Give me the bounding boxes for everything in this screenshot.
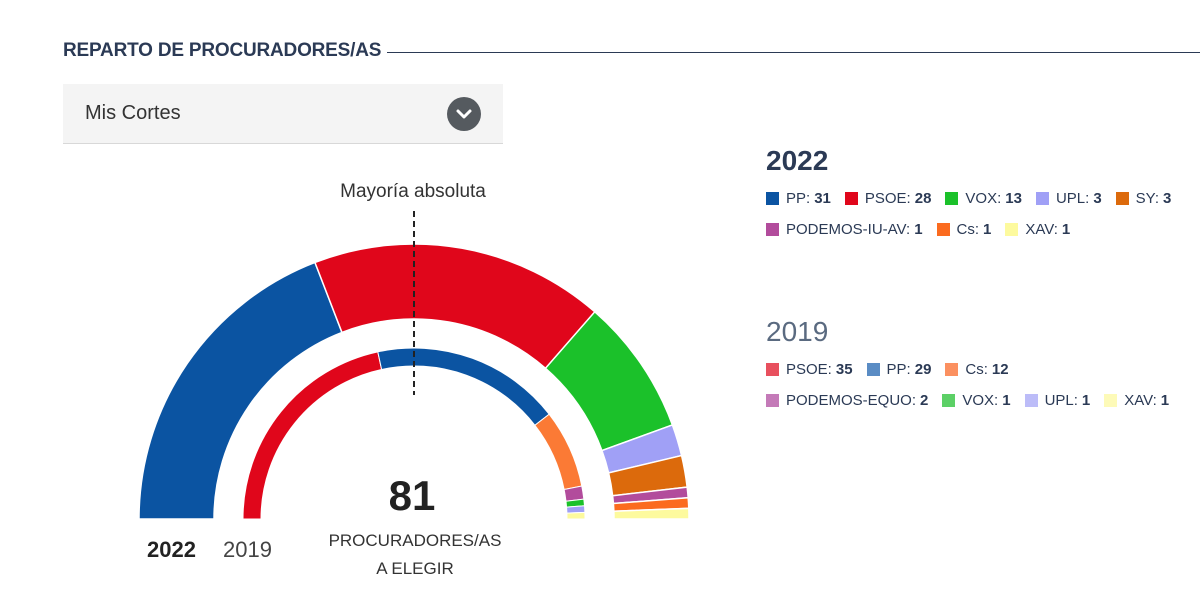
legend-party-label: Cs: [956, 221, 980, 238]
legend-seat-count: 1 [1081, 392, 1091, 409]
legend-swatch [766, 223, 779, 236]
legend-item-xav: XAV: 1 [1104, 385, 1169, 416]
legend-item-cs: Cs: 12 [945, 354, 1009, 385]
legend-swatch [945, 192, 959, 205]
majority-label: Mayoría absoluta [340, 181, 486, 202]
legend-swatch [945, 363, 959, 376]
legend-seat-count: 29 [914, 361, 932, 378]
legend-year-2019: 2019 [766, 316, 829, 347]
year-label-current: 2022 [147, 537, 196, 562]
legend-item-pp: PP: 31 [766, 183, 831, 214]
legend-swatch [1104, 394, 1118, 407]
legend-item-xav: XAV: 1 [1005, 214, 1070, 245]
legend-swatch [766, 394, 779, 407]
legend-seat-count: 28 [914, 190, 932, 207]
legend-swatch [1035, 192, 1049, 205]
legend-party-label: Cs: [965, 361, 988, 378]
chevron-down-icon[interactable] [447, 96, 481, 131]
section-title: REPARTO DE PROCURADORES/AS [63, 40, 382, 61]
legend-seat-count: 1 [1002, 392, 1011, 409]
legend-item-sy: SY: 3 [1115, 183, 1172, 214]
legend-items-2019: PSOE: 35 PP: 29 Cs: 12 PODEMOS-EQUO: 2 VOX: 1 UPL:… [766, 354, 1186, 416]
legend-2019: 2019 PSOE: 35 PP: 29 Cs: 12 PODEMOS-EQUO: 2 VOX:… [766, 316, 1186, 416]
section-header: REPARTO DE PROCURADORES/AS [63, 38, 1200, 64]
total-seats-caption: PROCURADORES/AS A ELEGIR [300, 527, 530, 583]
legend-item-vox: VOX: 13 [945, 183, 1022, 214]
legend-swatch [1024, 394, 1038, 407]
seat-segment-2022-xav [613, 507, 690, 520]
legend-party-label: PP: [886, 361, 911, 378]
legend-item-upl: UPL: 1 [1024, 385, 1091, 416]
legend-seat-count: 31 [814, 190, 831, 207]
legend-seat-count: 13 [1005, 190, 1022, 207]
legend-party-label: UPL: [1044, 392, 1078, 409]
legend-swatch [866, 363, 880, 376]
legend-item-cs: Cs: 1 [936, 214, 992, 245]
legend-year-2022: 2022 [766, 145, 829, 176]
ring-2019 [242, 347, 586, 520]
section-divider [387, 51, 1200, 53]
legend-swatch [844, 192, 858, 205]
legend-item-podemos-equo: PODEMOS-EQUO: 2 [766, 385, 928, 416]
legend-seat-count: 1 [983, 221, 992, 238]
legend-item-vox: VOX: 1 [942, 385, 1011, 416]
legend-party-label: XAV: [1025, 221, 1058, 238]
legend-swatch [766, 192, 779, 205]
legend-item-psoe: PSOE: 35 [766, 354, 853, 385]
legend-item-pp: PP: 29 [866, 354, 932, 385]
legend-2022: 2022 PP: 31 PSOE: 28 VOX: 13 UPL: 3 SY: 3 PODEMOS-… [766, 145, 1186, 245]
legend-party-label: VOX: [962, 392, 999, 409]
legend-party-label: PODEMOS-IU-AV: [786, 221, 911, 238]
dropdown-selected-value: Mis Cortes [85, 102, 181, 124]
legend-item-psoe: PSOE: 28 [844, 183, 932, 214]
year-label-previous: 2019 [223, 537, 272, 562]
legend-seat-count: 1 [1061, 221, 1071, 238]
legend-seat-count: 12 [991, 361, 1009, 378]
legend-item-upl: UPL: 3 [1035, 183, 1102, 214]
legend-seat-count: 2 [920, 392, 929, 409]
region-dropdown[interactable]: Mis Cortes [63, 84, 503, 144]
legend-seat-count: 3 [1163, 190, 1172, 207]
legend-party-label: PSOE: [786, 361, 832, 378]
legend-seat-count: 1 [914, 221, 923, 238]
legend-seat-count: 1 [1160, 392, 1170, 409]
legend-swatch [1115, 192, 1129, 205]
legend-item-podemos-iu-av: PODEMOS-IU-AV: 1 [766, 214, 923, 245]
caption-line-2: A ELEGIR [376, 559, 454, 578]
legend-party-label: XAV: [1124, 392, 1157, 409]
ring-2022 [138, 243, 690, 520]
legend-seat-count: 35 [835, 361, 853, 378]
seat-segment-2019-cs [534, 413, 583, 491]
legend-party-label: PSOE: [864, 190, 911, 207]
seat-segment-2019-xav [566, 511, 586, 520]
total-seats: 81 [388, 472, 436, 519]
seat-segment-2019-upl [566, 505, 586, 514]
legend-swatch [942, 394, 956, 407]
legend-party-label: PP: [786, 190, 811, 207]
legend-party-label: SY: [1135, 190, 1160, 207]
legend-party-label: VOX: [965, 190, 1002, 207]
legend-seat-count: 3 [1093, 190, 1102, 207]
legend-swatch [1005, 223, 1019, 236]
seat-segment-2019-pp [377, 347, 550, 426]
legend-party-label: PODEMOS-EQUO: [786, 392, 917, 409]
seat-segment-2022-psoe [313, 243, 596, 370]
caption-line-1: PROCURADORES/AS [328, 531, 502, 550]
legend-swatch [766, 363, 779, 376]
legend-party-label: UPL: [1055, 190, 1090, 207]
legend-items-2022: PP: 31 PSOE: 28 VOX: 13 UPL: 3 SY: 3 PODEMOS-IU-AV… [766, 183, 1186, 245]
legend-swatch [936, 223, 950, 236]
